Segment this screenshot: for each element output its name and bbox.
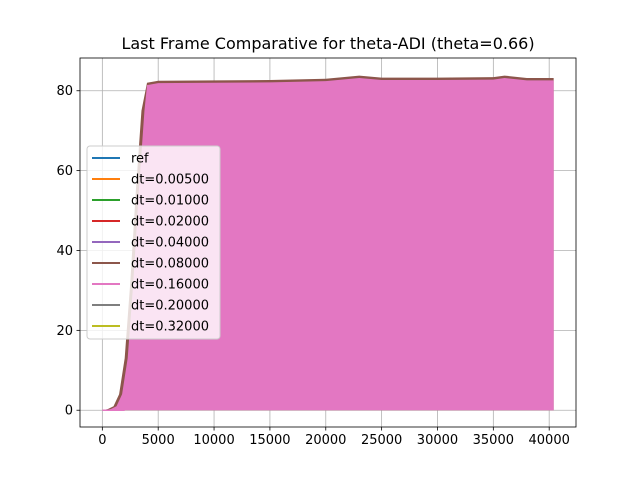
x-axis: 0 5000 10000 15000 20000 25000 30000 35000 40000 xyxy=(98,427,570,448)
legend-label: dt=0.01000 xyxy=(131,194,209,209)
legend-label: dt=0.32000 xyxy=(131,320,209,335)
y-tick-label: 20 xyxy=(56,324,73,339)
y-tick-label: 0 xyxy=(65,404,73,419)
x-tick-label: 10000 xyxy=(193,433,234,448)
legend-label: dt=0.04000 xyxy=(131,236,209,251)
x-tick-label: 40000 xyxy=(529,433,570,448)
legend-box xyxy=(86,145,221,340)
y-tick-label: 80 xyxy=(56,84,73,99)
x-tick-label: 35000 xyxy=(473,433,514,448)
legend: ref dt=0.00500 dt=0.01000 dt=0.02000 dt=0.04… xyxy=(86,145,221,340)
legend-label: dt=0.00500 xyxy=(131,173,209,188)
legend-label: dt=0.08000 xyxy=(131,257,209,272)
y-tick-label: 40 xyxy=(56,244,73,259)
x-tick-label: 25000 xyxy=(361,433,402,448)
y-tick-label: 60 xyxy=(56,164,73,179)
legend-label: dt=0.16000 xyxy=(131,278,209,293)
x-tick-label: 5000 xyxy=(142,433,175,448)
legend-label: ref xyxy=(131,152,149,167)
plot-frame xyxy=(79,57,577,428)
x-tick-label: 20000 xyxy=(305,433,346,448)
x-tick-label: 0 xyxy=(98,433,106,448)
chart-title: Last Frame Comparative for theta-ADI (th… xyxy=(121,34,534,53)
x-tick-label: 15000 xyxy=(249,433,290,448)
legend-label: dt=0.20000 xyxy=(131,299,209,314)
legend-label: dt=0.02000 xyxy=(131,215,209,230)
x-tick-label: 30000 xyxy=(417,433,458,448)
y-axis: 0 20 40 60 80 xyxy=(56,84,80,419)
